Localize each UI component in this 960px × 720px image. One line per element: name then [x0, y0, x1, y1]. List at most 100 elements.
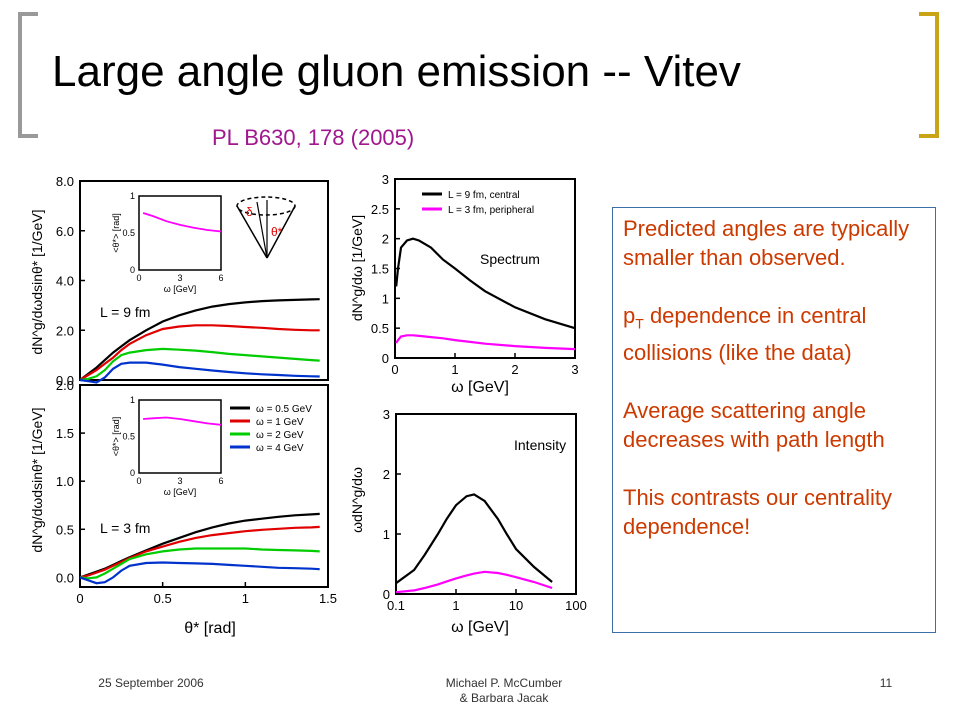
y-tick-label: 3	[382, 172, 389, 187]
x-axis-label: θ* [rad]	[184, 620, 236, 637]
y-tick-label: 1	[383, 527, 390, 542]
x-tick-label: 0.1	[387, 598, 405, 613]
emission-cone-diagram: δ θ*	[236, 196, 296, 259]
x-tick-label: 1	[452, 598, 459, 613]
y-tick-label: 0.5	[56, 522, 74, 537]
series-line	[79, 324, 320, 381]
chart-annotation: Intensity	[514, 437, 566, 453]
y-axis-label: dN^g/dωdsinθ* [1/GeV]	[29, 407, 45, 552]
notes-box: Predicted angles are typically smaller t…	[612, 207, 936, 633]
series-line	[395, 237, 576, 330]
svg-text:δ: δ	[246, 205, 253, 219]
chart-theta-l9: 0.0 2.0 4.0 6.0 8.0 L = 9 fm dN^g/dωdsinθ* [1/…	[29, 174, 329, 388]
y-tick-label: 0	[382, 351, 389, 366]
series-line	[79, 547, 320, 580]
legend-label: ω = 0.5 GeV	[256, 404, 312, 415]
y-tick-label: 6.0	[56, 224, 74, 239]
inset-x-tick-label: 6	[218, 273, 223, 283]
x-axis-label: ω [GeV]	[451, 379, 509, 396]
footer-author: Michael P. McCumber & Barbara Jacak	[424, 676, 584, 706]
plot-frame	[79, 384, 329, 588]
note-angles-smaller: Predicted angles are typically smaller t…	[623, 216, 910, 270]
x-tick-label: 1	[242, 591, 249, 606]
series-line	[79, 561, 320, 585]
inset-x-tick-label: 0	[136, 273, 141, 283]
footer-page-number: 11	[879, 676, 893, 690]
x-tick-label: 0	[391, 362, 398, 377]
y-tick-label: 2.0	[56, 378, 74, 393]
y-tick-label: 1	[382, 291, 389, 306]
footer-author-line2: & Barbara Jacak	[459, 691, 549, 705]
x-tick-label: 0	[76, 591, 83, 606]
x-tick-label: 100	[565, 598, 587, 613]
series-line	[395, 570, 553, 594]
note-pt-dependence: pT dependence in central collisions (lik…	[623, 301, 927, 367]
y-tick-label: 0.0	[56, 373, 74, 388]
inset-y-label: <θ*> [rad]	[111, 213, 121, 253]
x-tick-label: 1.5	[319, 591, 337, 606]
y-tick-label: 2.0	[56, 323, 74, 338]
y-tick-label: 0.0	[56, 570, 74, 585]
footer-date: 25 September 2006	[98, 676, 204, 690]
slide-title: Large angle gluon emission -- Vitev	[52, 47, 741, 96]
inset-x-tick-label: 3	[177, 476, 182, 486]
note-contrast: This contrasts our centrality dependence…	[623, 485, 892, 540]
y-tick-label: 2	[383, 467, 390, 482]
inset-series-line	[142, 212, 222, 233]
legend-label: ω = 4 GeV	[256, 443, 304, 454]
inset-x-tick-label: 0	[136, 476, 141, 486]
series-line	[79, 525, 320, 579]
y-tick-label: 1.0	[56, 474, 74, 489]
right-bracket-decoration	[919, 12, 939, 138]
series-line	[79, 347, 320, 382]
inset-y-label: <θ*> [rad]	[111, 417, 121, 457]
chart-annotation: L = 9 fm	[100, 304, 150, 320]
x-tick-label: 1	[451, 362, 458, 377]
left-bracket-decoration	[18, 12, 38, 138]
y-axis-label: ωdN^g/dω	[349, 467, 365, 533]
y-tick-label: 0	[383, 587, 390, 602]
inset-y-tick-label: 0	[130, 265, 135, 275]
series-line	[395, 334, 576, 351]
inset-y-tick-label: 1	[130, 395, 135, 405]
chart-theta-l3: 0 0.5 1 1.5 0.0 0.5 1.0 1.5 2.0 L = 3 fm dN^g/dωds…	[29, 378, 337, 637]
chart-spectrum: 0 1 2 3 0 0.5 1 1.5 2 2.5 3 Spectrum dN^g/dω [1/GeV]…	[349, 172, 579, 396]
y-tick-label: 1.5	[56, 426, 74, 441]
inset-y-tick-label: 0.5	[122, 432, 135, 442]
inset-x-tick-label: 3	[177, 273, 182, 283]
y-tick-label: 4.0	[56, 274, 74, 289]
inset-frame	[138, 399, 222, 474]
inset-x-label: ω [GeV]	[164, 284, 197, 294]
y-tick-label: 0.5	[371, 321, 389, 336]
y-axis-label: dN^g/dω [1/GeV]	[349, 215, 365, 321]
inset-y-tick-label: 0.5	[122, 228, 135, 238]
inset-x-label: ω [GeV]	[164, 487, 197, 497]
inset-frame	[138, 195, 222, 271]
x-tick-label: 2	[511, 362, 518, 377]
x-axis-label: ω [GeV]	[451, 619, 509, 636]
plot-frame	[395, 413, 577, 595]
y-axis-label: dN^g/dωdsinθ* [1/GeV]	[29, 209, 45, 354]
y-tick-label: 3	[383, 407, 390, 422]
legend-label: ω = 2 GeV	[256, 430, 304, 441]
note-pt-text: dependence in central collisions (like t…	[623, 303, 867, 366]
inset-series-line	[143, 416, 222, 426]
y-tick-label: 8.0	[56, 174, 74, 189]
chart-intensity: 0.1 1 10 100 0 1 2 3 Intensity ωdN^g/dω ω [GeV]	[349, 407, 587, 636]
note-average-angle: Average scattering angle decreases with …	[623, 398, 885, 453]
y-tick-label: 2.5	[371, 202, 389, 217]
footer-author-line1: Michael P. McCumber	[445, 676, 563, 690]
series-line	[395, 493, 553, 585]
series-line	[79, 298, 320, 381]
x-tick-label: 3	[571, 362, 578, 377]
note-pt-symbol: p	[623, 303, 636, 328]
legend-label: L = 3 fm, peripheral	[448, 205, 534, 216]
slide-subtitle: PL B630, 178 (2005)	[212, 125, 415, 150]
svg-text:θ*: θ*	[271, 225, 283, 239]
legend-label: L = 9 fm, central	[448, 190, 520, 201]
x-tick-label: 0.5	[154, 591, 172, 606]
y-tick-label: 2	[382, 232, 389, 247]
inset-y-tick-label: 0	[130, 468, 135, 478]
inset-y-tick-label: 1	[130, 191, 135, 201]
